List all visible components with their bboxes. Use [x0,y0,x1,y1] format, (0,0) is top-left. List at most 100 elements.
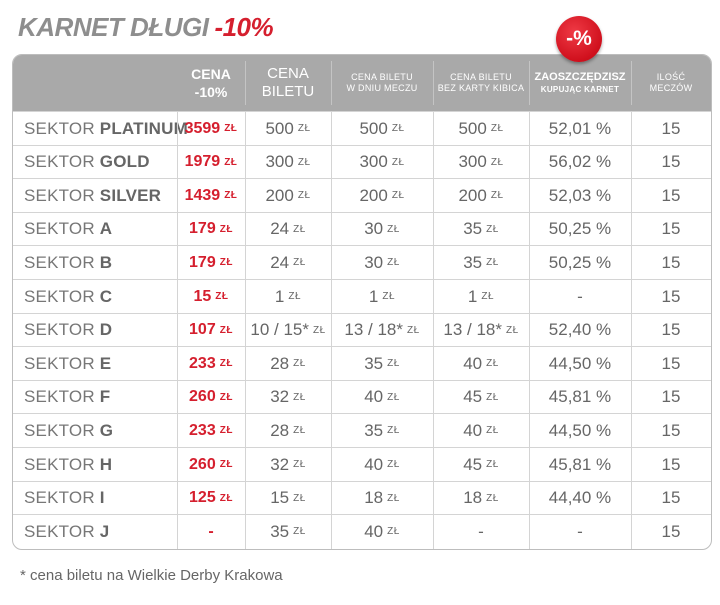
bilet-cell: 32 ZŁ [245,448,331,481]
bilet-value: 32 [270,387,290,407]
currency-unit: ZŁ [387,425,400,437]
currency-unit: ZŁ [387,526,400,538]
save-value: 52,01 % [548,118,612,138]
karta-value: 13 / 18* [443,320,502,340]
sector-cell: SEKTOR G [13,414,177,447]
save-cell: 45,81 % [529,381,631,414]
bilet-value: 28 [270,420,290,440]
currency-unit: ZŁ [293,223,306,235]
header-divider [245,61,246,105]
currency-unit: ZŁ [387,358,400,370]
dniu-value: 18 [364,488,384,508]
table-row: SEKTOR GOLD 1979 ZŁ 300 ZŁ 300 ZŁ 300 ZŁ 56,02 % 15 [13,144,711,179]
sector-prefix: SEKTOR [24,185,95,205]
sector-name: PLATINUM [99,118,188,138]
karta-value: 45 [463,454,483,474]
karta-value: 40 [463,353,483,373]
table-row: SEKTOR C 15 ZŁ 1 ZŁ 1 ZŁ 1 ZŁ -15 [13,279,711,313]
sector-cell: SEKTOR J [13,515,177,548]
currency-unit: ZŁ [224,156,238,168]
dniu-cell: 35 ZŁ [331,347,433,380]
currency-unit: ZŁ [293,425,306,437]
dniu-cell: 1 ZŁ [331,280,433,313]
karta-value: 18 [463,488,483,508]
column-divider [331,111,332,549]
currency-unit: ZŁ [505,324,519,336]
currency-unit: ZŁ [293,358,306,370]
save-value: 52,03 % [548,185,612,205]
table-row: SEKTOR SILVER 1439 ZŁ 200 ZŁ 200 ZŁ 200 ZŁ 52,03 %… [13,178,711,212]
sector-prefix: SEKTOR [24,252,95,272]
karta-value: 40 [463,420,483,440]
ilosc-cell: 15 [631,515,711,548]
sector-name: J [99,521,110,541]
sector-name: I [99,488,105,508]
bilet-value: 500 [265,118,294,138]
ilosc-cell: 15 [631,213,711,246]
karta-cell: 40 ZŁ [433,414,529,447]
ilosc-cell: 15 [631,146,711,179]
bilet-cell: 1 ZŁ [245,280,331,313]
sector-name: E [99,353,112,373]
sector-prefix: SEKTOR [24,219,95,239]
page-title: KARNET DŁUGI -10% [18,12,274,43]
column-divider [245,111,246,549]
header-cena: CENA -10% [191,66,231,100]
price-cell: 125 ZŁ [177,482,245,515]
dniu-value: 35 [364,353,384,373]
bilet-cell: 32 ZŁ [245,381,331,414]
currency-unit: ZŁ [387,223,400,235]
header-cena-biletu: CENA BILETU [261,65,315,100]
ilosc-value: 15 [661,219,681,239]
header-zaoszczedzisz: ZAOSZCZĘDZISZ KUPUJĄC KARNET [534,71,626,94]
price-cell: 179 ZŁ [177,246,245,279]
header-divider [433,61,434,105]
price-cell: 3599 ZŁ [177,112,245,145]
bilet-value: 28 [270,353,290,373]
ilosc-cell: 15 [631,179,711,212]
ilosc-value: 15 [661,252,681,272]
save-value: 44,50 % [548,420,612,440]
currency-unit: ZŁ [490,156,504,168]
bilet-value: 24 [270,219,290,239]
dniu-value: 40 [364,454,384,474]
save-cell: 50,25 % [529,246,631,279]
currency-unit: ZŁ [219,391,233,403]
table-row: SEKTOR D 107 ZŁ 10 / 15* ZŁ 13 / 18* ZŁ 13 / 18*… [13,312,711,347]
currency-unit: ZŁ [293,459,306,470]
sector-name: H [99,454,113,474]
currency-unit: ZŁ [406,324,420,336]
save-value: - [577,286,583,306]
bilet-cell: 24 ZŁ [245,246,331,279]
ilosc-value: 15 [661,286,681,306]
karta-value: 45 [463,387,483,407]
dniu-cell: 300 ZŁ [331,146,433,179]
column-divider [433,111,434,549]
header-cena-dniu-meczu: CENA BILETU W DNIU MECZU [346,72,418,93]
save-cell: 56,02 % [529,146,631,179]
save-cell: 44,40 % [529,482,631,515]
currency-unit: ZŁ [391,190,405,202]
dniu-value: 30 [364,252,384,272]
currency-unit: ZŁ [219,257,233,269]
bilet-value: 1 [274,286,285,306]
dniu-value: 40 [364,387,384,407]
dniu-cell: 200 ZŁ [331,179,433,212]
ilosc-cell: 15 [631,280,711,313]
bilet-value: 35 [270,521,290,541]
dniu-cell: 30 ZŁ [331,213,433,246]
sector-cell: SEKTOR B [13,246,177,279]
currency-unit: ZŁ [297,190,311,202]
ilosc-cell: 15 [631,314,711,347]
currency-unit: ZŁ [312,324,326,336]
ilosc-value: 15 [661,185,681,205]
ilosc-cell: 15 [631,347,711,380]
price-table: CENA -10% CENA BILETU CENA BILETU W DNIU… [12,54,712,550]
save-value: 44,40 % [548,488,612,508]
header-divider [631,61,632,105]
table-row: SEKTOR E 233 ZŁ 28 ZŁ 35 ZŁ 40 ZŁ 44,50 % 15 [13,346,711,380]
dniu-cell: 40 ZŁ [331,448,433,481]
save-cell: - [529,515,631,548]
bilet-cell: 500 ZŁ [245,112,331,145]
karta-value: 35 [463,252,483,272]
